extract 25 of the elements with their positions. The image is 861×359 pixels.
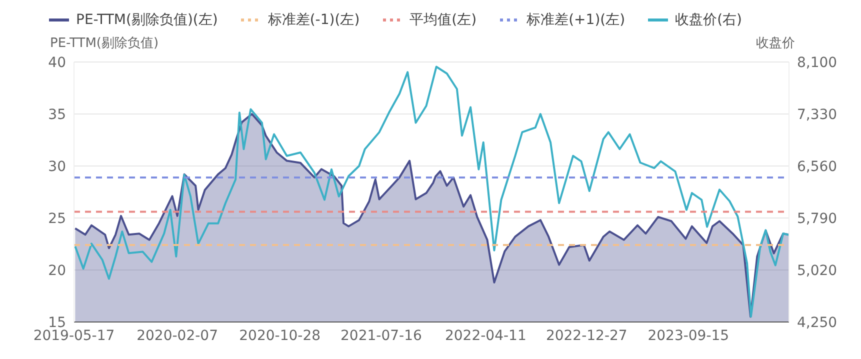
x-tick-label: 2020-02-07 bbox=[136, 328, 218, 344]
y-tick-label: 25 bbox=[48, 210, 66, 227]
x-tick-label: 2020-10-28 bbox=[239, 328, 321, 344]
line-series bbox=[74, 66, 789, 318]
legend-label: 标准差(-1)(左) bbox=[268, 11, 360, 29]
y-tick-label: 40 bbox=[48, 54, 66, 71]
y2-tick-label: 4,250 bbox=[797, 314, 838, 331]
y2-tick-label: 6,560 bbox=[797, 158, 838, 175]
legend-label: 平均值(左) bbox=[410, 11, 477, 29]
y2-tick-label: 5,020 bbox=[797, 262, 838, 279]
x-tick-label: 2022-04-11 bbox=[444, 328, 526, 344]
y-tick-label: 30 bbox=[48, 158, 66, 175]
x-tick-label: 2021-07-16 bbox=[340, 328, 422, 344]
legend-label: PE-TTM(剔除负值)(左) bbox=[76, 11, 218, 29]
y-axis-title: PE-TTM(剔除负值) bbox=[50, 35, 159, 52]
legend-label: 标准差(+1)(左) bbox=[526, 11, 626, 29]
y-tick-label: 35 bbox=[48, 106, 66, 123]
x-tick-label: 2022-12-27 bbox=[546, 328, 628, 344]
legend-label: 收盘价(右) bbox=[675, 11, 742, 29]
y2-tick-label: 7,330 bbox=[797, 106, 838, 123]
x-tick-label: 2023-09-15 bbox=[648, 328, 730, 344]
y2-tick-label: 5,790 bbox=[797, 210, 838, 227]
y2-axis-title: 收盘价 bbox=[756, 35, 795, 52]
y-tick-label: 20 bbox=[48, 262, 66, 279]
y2-tick-label: 8,100 bbox=[797, 54, 838, 71]
